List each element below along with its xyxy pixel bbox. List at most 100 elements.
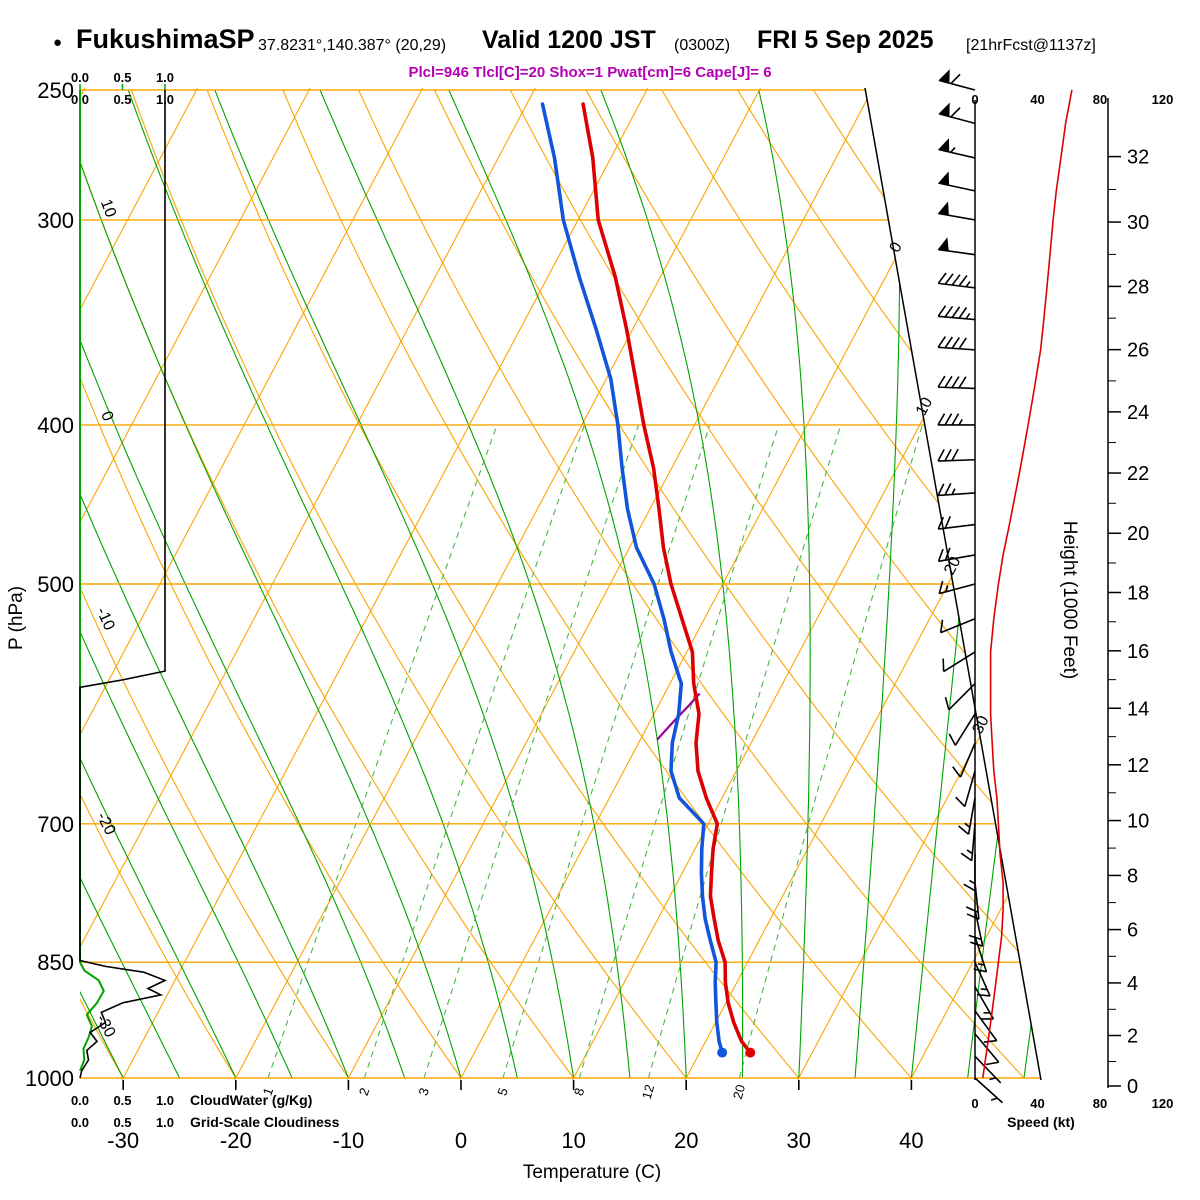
pressure-tick-label: 1000 xyxy=(25,1066,74,1091)
wind-barb-half xyxy=(964,822,971,829)
wind-barb-staff xyxy=(974,961,991,997)
wind-barb-half xyxy=(990,1097,998,1101)
wind-barb-half xyxy=(965,312,971,320)
dry-adiabat-edge-label: -10 xyxy=(93,605,118,633)
height-tick-label: 16 xyxy=(1127,641,1149,663)
height-tick-label: 26 xyxy=(1127,340,1149,362)
wind-barb xyxy=(937,413,975,426)
height-axis-title: Height (1000 Feet) xyxy=(1059,521,1080,679)
wind-barb-full xyxy=(944,547,951,561)
wind-barb-full xyxy=(944,273,954,285)
wind-barb-full xyxy=(944,515,952,529)
wind-barb xyxy=(937,375,976,390)
wind-barb-full xyxy=(958,307,968,319)
wind-barb-half xyxy=(966,849,973,855)
wind-barb-full xyxy=(958,376,967,389)
wind-barb-staff xyxy=(938,346,976,351)
mixing-ratio-line xyxy=(578,424,780,1079)
wind-barb xyxy=(974,1010,998,1043)
wind-barb-half xyxy=(951,488,956,495)
height-tick-label: 6 xyxy=(1127,920,1138,942)
wind-barb xyxy=(937,305,976,321)
wind-barb xyxy=(937,448,976,462)
wind-barb-staff xyxy=(974,909,984,947)
station-bullet-icon: ● xyxy=(53,34,63,51)
wind-barb-full xyxy=(951,337,960,349)
temperature-tick-label: -30 xyxy=(107,1128,139,1153)
plot-right-boundary xyxy=(864,87,1042,1081)
height-tick-label: 2 xyxy=(1127,1026,1138,1048)
wind-barb-full xyxy=(937,516,945,530)
wind-barb-full xyxy=(955,796,966,808)
speed-scale-bottom-label: 120 xyxy=(1152,1096,1174,1111)
temperature-tick-label: 10 xyxy=(561,1128,585,1153)
height-tick-label: 12 xyxy=(1127,755,1149,777)
wind-barbs-layer xyxy=(937,69,1004,1104)
wind-barb-full xyxy=(937,272,947,284)
wind-barb xyxy=(944,683,976,711)
wind-barb-full xyxy=(973,968,987,973)
cloudiness-scale-top-label: 0.5 xyxy=(113,92,131,107)
forecast-lead-info: [21hrFcst@1137z] xyxy=(966,37,1096,54)
wind-barb-staff xyxy=(940,618,976,634)
isotherm-edge-label: 0 xyxy=(887,239,906,255)
wind-barb-full xyxy=(958,275,968,287)
speed-scale-bottom-label: 0 xyxy=(971,1096,978,1111)
wind-barb-full xyxy=(951,448,959,461)
cloudiness-scale-bottom-label: 1.0 xyxy=(156,1115,174,1130)
wind-barb-pennant xyxy=(937,138,950,153)
wind-barb-half xyxy=(977,962,985,966)
wind-barb-full xyxy=(937,375,946,388)
wind-barb-pennant xyxy=(937,201,949,216)
cloudwater-scale-bottom-label: 0.0 xyxy=(71,1093,89,1108)
wind-barb-staff xyxy=(974,882,980,920)
cloudiness-profile xyxy=(79,90,168,1079)
wind-barb-full xyxy=(937,449,945,462)
cloudiness-legend-label: Grid-Scale Cloudiness xyxy=(190,1114,340,1130)
wind-barb-pennant xyxy=(938,102,950,118)
temperature-tick-label: 30 xyxy=(787,1128,811,1153)
valid-zulu: (0300Z) xyxy=(674,37,731,54)
wind-barb xyxy=(937,201,976,221)
cloudwater-scale-top-label: 0.0 xyxy=(71,70,89,85)
wind-barb xyxy=(939,618,976,634)
dry-adiabat-edge-label: -30 xyxy=(92,1012,118,1041)
wind-barb-staff xyxy=(938,523,976,530)
mixing-ratio-label: 12 xyxy=(639,1083,657,1101)
wind-barb-full xyxy=(948,733,957,746)
wind-barb-full xyxy=(944,375,953,388)
wind-barb xyxy=(974,1055,1002,1084)
wind-barb-full xyxy=(951,413,960,426)
wind-barb-staff xyxy=(974,1010,998,1042)
wind-barb-staff xyxy=(937,386,976,390)
wind-barb-full xyxy=(951,306,961,319)
wind-barb-full xyxy=(958,337,967,350)
cloudwater-scale-top-label: 0.5 xyxy=(113,70,131,85)
wind-barb-full xyxy=(983,1039,997,1043)
dry-adiabat-line xyxy=(737,89,1041,1079)
isotherm-line xyxy=(80,88,311,1080)
wind-barb xyxy=(948,713,976,746)
moist-adiabat-line xyxy=(1023,89,1041,1079)
wind-barb xyxy=(937,237,976,256)
mixing-ratio-label: 3 xyxy=(415,1086,431,1097)
wind-barb-pennant xyxy=(937,171,950,186)
wind-barb-full xyxy=(937,305,947,317)
wind-barb xyxy=(965,882,980,920)
wind-barb-staff xyxy=(937,458,976,462)
wind-barb xyxy=(952,742,976,778)
height-tick-label: 18 xyxy=(1127,582,1149,604)
mixing-ratio-label: 8 xyxy=(571,1086,587,1097)
station-coords: 37.8231°,140.387° (20,29) xyxy=(258,37,447,54)
height-tick-label: 32 xyxy=(1127,147,1149,169)
wind-barb-staff xyxy=(964,770,976,807)
wind-barb-full xyxy=(937,413,946,426)
cloudwater-scale-bottom-label: 0.5 xyxy=(113,1093,131,1108)
wind-barb-full xyxy=(985,1061,999,1066)
speed-scale-top-label: 120 xyxy=(1152,92,1174,107)
moist-adiabat-line xyxy=(80,89,293,1079)
wind-barb-full xyxy=(970,941,983,947)
wind-barb-pennant xyxy=(938,69,950,84)
